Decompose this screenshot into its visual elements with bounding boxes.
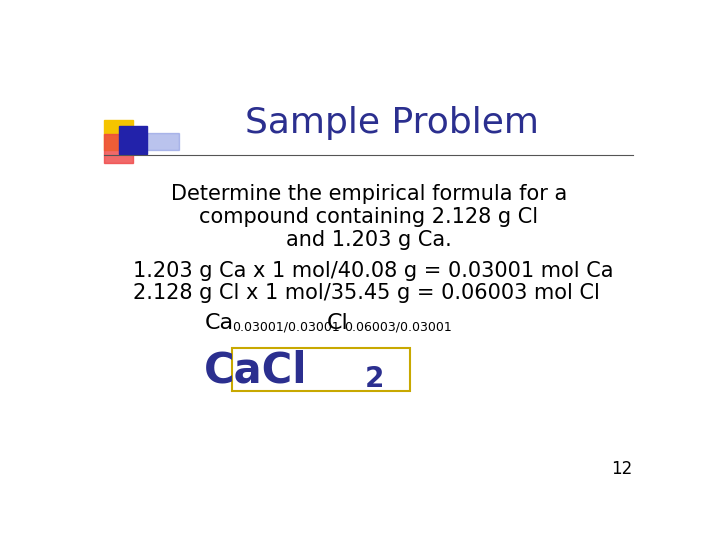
Text: Determine the empirical formula for a: Determine the empirical formula for a — [171, 184, 567, 204]
FancyBboxPatch shape — [232, 348, 410, 392]
Text: Ca: Ca — [204, 313, 234, 333]
Bar — [120, 126, 148, 154]
Text: Sample Problem: Sample Problem — [246, 105, 539, 139]
Bar — [132, 132, 179, 150]
Text: CaCl: CaCl — [204, 349, 307, 392]
Text: 2.128 g Cl x 1 mol/35.45 g = 0.06003 mol Cl: 2.128 g Cl x 1 mol/35.45 g = 0.06003 mol… — [132, 283, 600, 303]
Text: 0.03001/0.03001: 0.03001/0.03001 — [232, 321, 340, 334]
Text: and 1.203 g Ca.: and 1.203 g Ca. — [286, 231, 452, 251]
Bar — [104, 120, 133, 150]
Text: 2: 2 — [365, 365, 384, 393]
Text: 12: 12 — [611, 460, 632, 478]
Bar — [104, 134, 133, 164]
Text: compound containing 2.128 g Cl: compound containing 2.128 g Cl — [199, 207, 539, 227]
Text: 0.06003/0.03001: 0.06003/0.03001 — [344, 321, 452, 334]
Text: Cl: Cl — [326, 313, 348, 333]
Text: 1.203 g Ca x 1 mol/40.08 g = 0.03001 mol Ca: 1.203 g Ca x 1 mol/40.08 g = 0.03001 mol… — [132, 261, 613, 281]
